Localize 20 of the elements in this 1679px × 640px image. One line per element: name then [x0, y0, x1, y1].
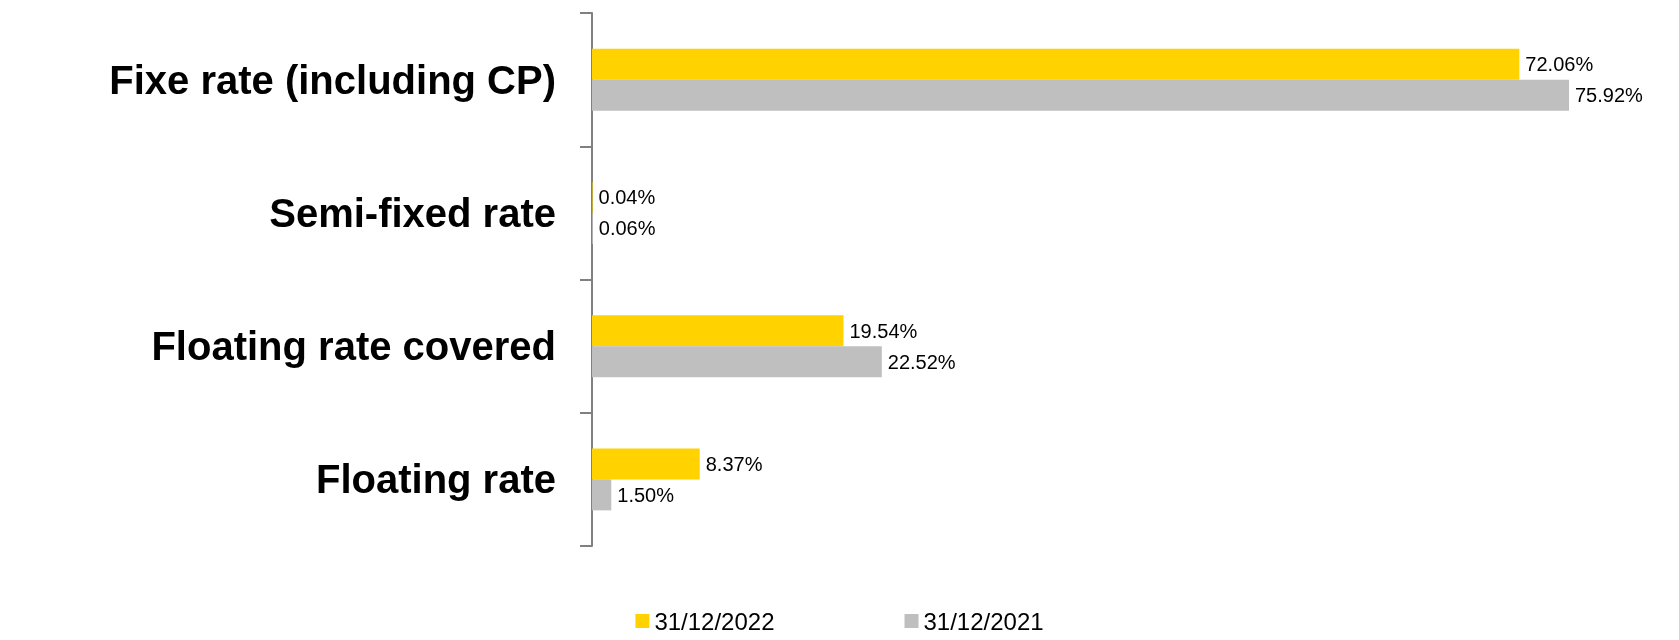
y-tick-label: Floating rate covered	[151, 324, 556, 369]
bar	[592, 479, 612, 511]
bar	[592, 48, 1520, 80]
bar	[592, 346, 882, 378]
bar	[592, 315, 844, 347]
data-label: 22.52%	[887, 350, 956, 373]
data-label: 0.04%	[598, 186, 656, 209]
data-label: 8.37%	[705, 452, 763, 475]
y-tick-label: Semi-fixed rate	[269, 190, 556, 235]
legend-label: 31/12/2021	[923, 607, 1044, 635]
y-tick-label: Fixe rate (including CP)	[109, 57, 556, 102]
y-tick-label: Floating rate	[315, 457, 556, 502]
legend-label: 31/12/2022	[654, 607, 775, 635]
data-label: 0.06%	[598, 217, 656, 240]
bar	[592, 448, 700, 480]
data-label: 75.92%	[1575, 84, 1644, 107]
data-label: 72.06%	[1525, 53, 1594, 76]
data-label: 1.50%	[617, 483, 675, 506]
bar	[592, 79, 1569, 111]
data-label: 19.54%	[849, 319, 918, 342]
